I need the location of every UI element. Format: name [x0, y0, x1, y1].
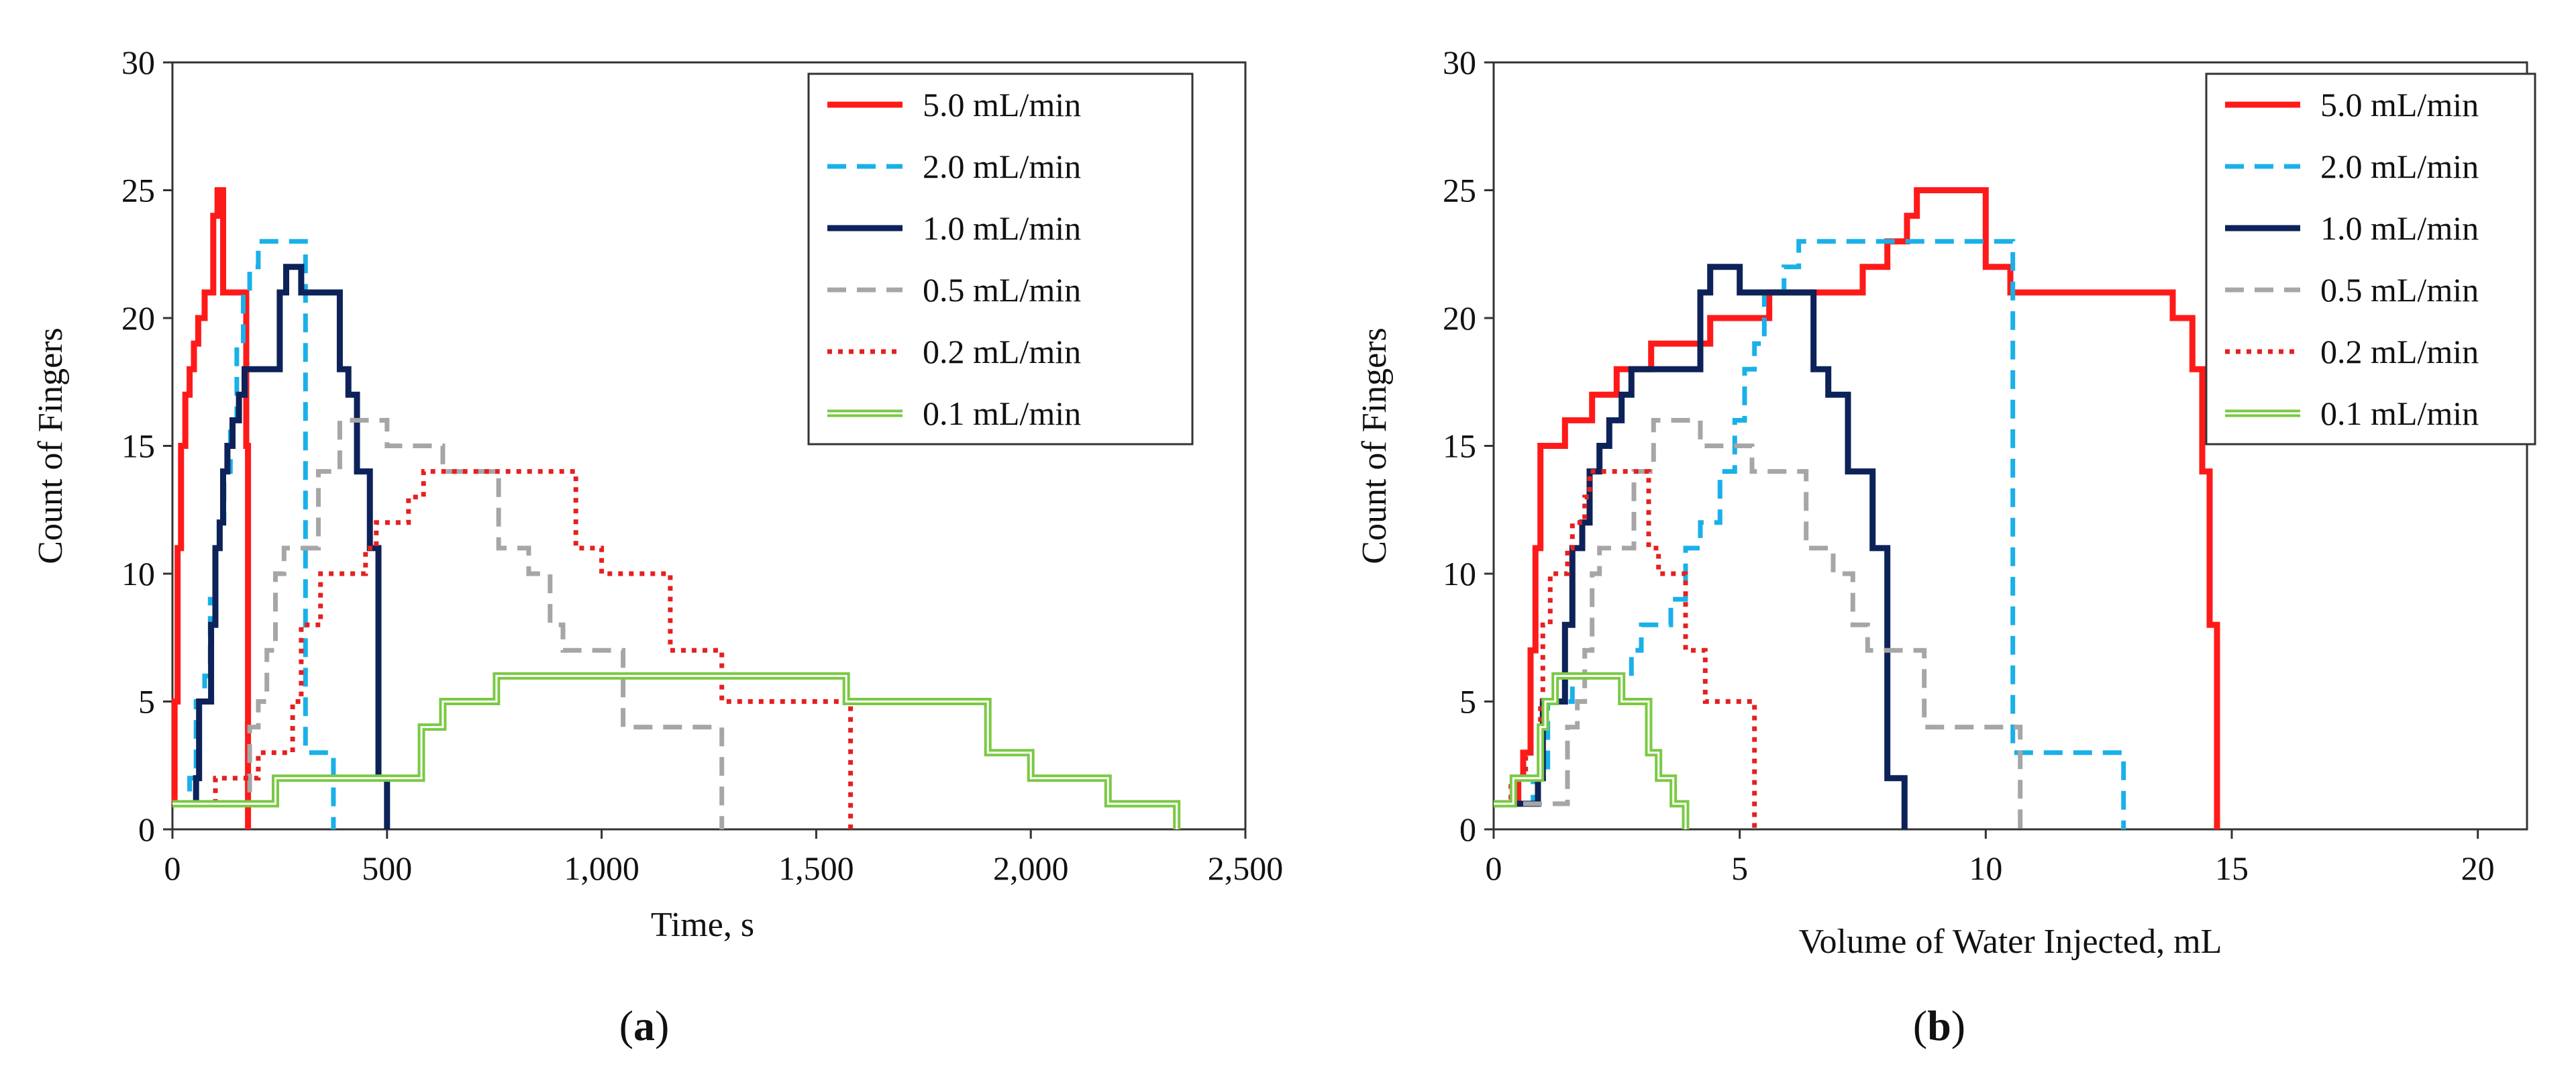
- series-line-1-0-ml-min: [1494, 264, 1908, 829]
- series-1-0-ml-min: [1494, 264, 1908, 829]
- series-0-2-ml-min: [172, 469, 854, 829]
- y-tick-label: 20: [121, 299, 155, 337]
- legend-entry-0-5-ml-min: 0.5 mL/min: [2320, 271, 2479, 309]
- y-tick-label: 25: [121, 172, 155, 209]
- series-0-5-ml-min: [172, 417, 725, 829]
- series-line-1-0-ml-min: [172, 264, 391, 829]
- y-tick-label: 15: [1443, 427, 1476, 465]
- series-line-0-5-ml-min: [1494, 417, 2023, 829]
- series-line-inner-0-1-ml-min: [1494, 674, 1687, 829]
- x-tick-label: 1,000: [564, 849, 639, 887]
- legend-entry-5-0-ml-min: 5.0 mL/min: [923, 86, 1081, 123]
- panel-label-a: (a): [619, 1002, 670, 1049]
- legend-entry-1-0-ml-min: 1.0 mL/min: [2320, 209, 2479, 247]
- y-tick-label: 10: [1443, 555, 1476, 592]
- y-tick-label: 15: [121, 427, 155, 465]
- legend-entry-2-0-ml-min: 2.0 mL/min: [2320, 148, 2479, 185]
- panel-label-b: (b): [1913, 1002, 1965, 1049]
- legend-entry-0-5-ml-min: 0.5 mL/min: [923, 271, 1081, 309]
- legend-entry-5-0-ml-min: 5.0 mL/min: [2320, 86, 2479, 123]
- legend-entry-1-0-ml-min: 1.0 mL/min: [923, 209, 1081, 247]
- series-line-5-0-ml-min: [171, 187, 252, 829]
- series-0-1-ml-min: [1494, 672, 1690, 829]
- x-tick-label: 10: [1969, 849, 2002, 887]
- x-tick-label: 500: [362, 849, 412, 887]
- series-line-inner-0-1-ml-min: [172, 674, 1178, 829]
- series-line-5-0-ml-min: [1494, 187, 2220, 829]
- x-tick-label: 1,500: [778, 849, 854, 887]
- y-tick-label: 0: [138, 811, 155, 848]
- y-axis-title: Count of Fingers: [1355, 327, 1394, 564]
- series-1-0-ml-min: [172, 264, 391, 829]
- legend-box: [807, 72, 1194, 446]
- chart-panel-a: 0 5 10 15 20 25 30 0 500 1,000 1,500 2,000 2,500 Time…: [32, 44, 1283, 1049]
- x-axis-title: Volume of Water Injected, mL: [1799, 923, 2222, 961]
- legend-entry-0-2-ml-min: 0.2 mL/min: [2320, 333, 2479, 370]
- legend-entry-0-1-ml-min: 0.1 mL/min: [923, 395, 1081, 432]
- legend-entry-0-2-ml-min: 0.2 mL/min: [923, 333, 1081, 370]
- x-tick-label: 0: [1486, 849, 1502, 887]
- legend-box: [2205, 72, 2536, 446]
- y-tick-label: 30: [121, 44, 155, 81]
- y-tick-label: 10: [121, 555, 155, 592]
- x-tick-label: 0: [164, 849, 181, 887]
- chart-panel-b: 0 5 10 15 20 25 30 0 5 10 15 20 Volume of Water Inje…: [1355, 44, 2536, 1049]
- x-axis-title: Time, s: [651, 906, 754, 944]
- series-line-0-2-ml-min: [172, 469, 854, 829]
- series-2-0-ml-min: [1494, 239, 2126, 829]
- series-0-5-ml-min: [1494, 417, 2023, 829]
- x-tick-label: 2,000: [993, 849, 1069, 887]
- x-tick-label: 20: [2461, 849, 2495, 887]
- x-tick-label: 5: [1731, 849, 1748, 887]
- series-5-0-ml-min: [171, 187, 252, 829]
- series-5-0-ml-min: [1494, 187, 2220, 829]
- x-tick-label: 15: [2215, 849, 2249, 887]
- legend-entry-2-0-ml-min: 2.0 mL/min: [923, 148, 1081, 185]
- panel-label-close: ): [1951, 1002, 1965, 1049]
- y-tick-label: 20: [1443, 299, 1476, 337]
- panel-label-open: (: [1913, 1002, 1927, 1049]
- series-0-1-ml-min: [172, 672, 1181, 829]
- panel-label-letter: b: [1927, 1002, 1951, 1049]
- y-axis-title: Count of Fingers: [32, 327, 70, 564]
- y-tick-label: 5: [1459, 683, 1476, 721]
- x-tick-label: 2,500: [1208, 849, 1284, 887]
- series-line-0-5-ml-min: [172, 417, 725, 829]
- y-tick-label: 30: [1443, 44, 1476, 81]
- panel-label-close: ): [655, 1002, 669, 1049]
- panel-label-open: (: [619, 1002, 633, 1049]
- y-tick-label: 5: [138, 683, 155, 721]
- panel-label-letter: a: [633, 1002, 655, 1049]
- legend-entry-0-1-ml-min: 0.1 mL/min: [2320, 395, 2479, 432]
- series-line-2-0-ml-min: [1494, 239, 2126, 829]
- y-tick-label: 0: [1459, 811, 1476, 848]
- y-tick-label: 25: [1443, 172, 1476, 209]
